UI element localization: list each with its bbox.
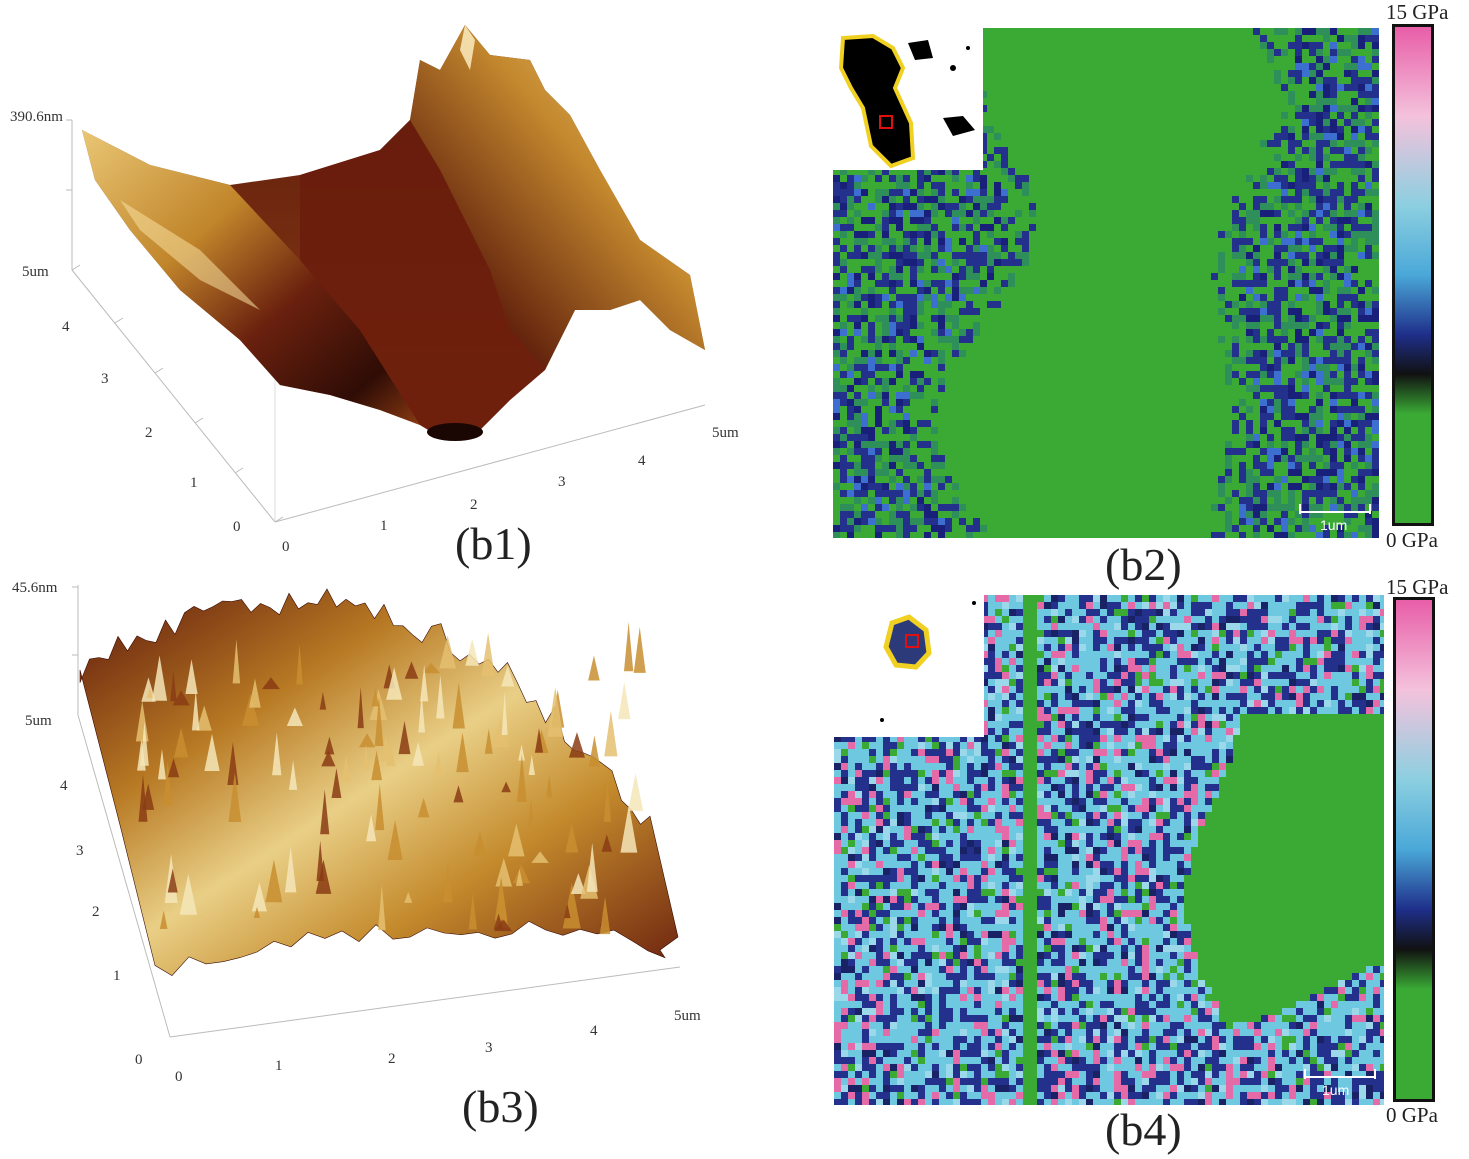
b3-x-tick: 2: [388, 1051, 396, 1067]
b1-surface-plot: 390.6nm 5um 4 3 2 1 0 0 1 2 3 4 5um: [0, 0, 760, 580]
b3-z-max-label: 45.6nm: [12, 580, 58, 596]
b1-z-max-label: 390.6nm: [10, 109, 63, 125]
b3-y-tick: 5um: [25, 713, 52, 729]
b1-x-tick: 2: [470, 497, 478, 513]
b2-inset-image: [833, 28, 983, 170]
b1-x-tick: 4: [638, 453, 646, 469]
b1-y-tick: 4: [62, 319, 70, 335]
b4-colorbar-max: 15 GPa: [1386, 575, 1448, 600]
b4-colorbar-min: 0 GPa: [1386, 1103, 1438, 1128]
panel-b3: 45.6nm 5um 4 3 2 1 0 0 1 2 3 4 5um (b3): [0, 575, 760, 1154]
b1-x-tick: 5um: [712, 425, 739, 441]
b1-y-tick: 1: [190, 475, 198, 491]
panel-b4: 15 GPa 0 GPa 1um (b4): [830, 575, 1469, 1154]
b3-x-tick: 5um: [674, 1008, 701, 1024]
b3-y-tick: 1: [113, 968, 121, 984]
b1-x-tick: 0: [282, 539, 290, 555]
b1-y-tick: 5um: [22, 264, 49, 280]
panel-b2: 15 GPa 0 GPa 1um (b2): [830, 0, 1469, 590]
b1-x-tick: 1: [380, 518, 388, 534]
b3-x-tick: 0: [175, 1069, 183, 1085]
b3-x-tick: 1: [275, 1058, 283, 1074]
b2-scale-bar-label: 1um: [1320, 517, 1347, 533]
b3-x-tick: 4: [590, 1023, 598, 1039]
b1-y-tick: 2: [145, 425, 153, 441]
b3-x-tick: 3: [485, 1040, 493, 1056]
b1-x-tick: 3: [558, 474, 566, 490]
b3-y-tick: 2: [92, 904, 100, 920]
b2-colorbar: [1392, 24, 1434, 526]
b3-y-tick: 0: [135, 1052, 143, 1068]
b1-y-tick: 0: [233, 519, 241, 535]
b4-inset-image: [834, 595, 984, 737]
b3-y-tick: 3: [76, 843, 84, 859]
b1-caption: (b1): [455, 517, 532, 570]
b1-y-tick: 3: [101, 371, 109, 387]
b3-caption: (b3): [462, 1080, 539, 1133]
b2-colorbar-min: 0 GPa: [1386, 528, 1438, 553]
b3-surface-plot: 45.6nm 5um 4 3 2 1 0 0 1 2 3 4 5um: [0, 575, 760, 1154]
b4-caption: (b4): [1105, 1103, 1182, 1156]
b2-colorbar-max: 15 GPa: [1386, 0, 1448, 25]
b4-scale-bar: 1um: [1300, 1065, 1380, 1105]
b4-colorbar: [1393, 597, 1435, 1102]
b2-scale-bar: 1um: [1295, 498, 1375, 538]
b4-scale-bar-label: 1um: [1322, 1082, 1349, 1098]
b3-y-tick: 4: [60, 778, 68, 794]
panel-b1: 390.6nm 5um 4 3 2 1 0 0 1 2 3 4 5um (b1): [0, 0, 760, 580]
